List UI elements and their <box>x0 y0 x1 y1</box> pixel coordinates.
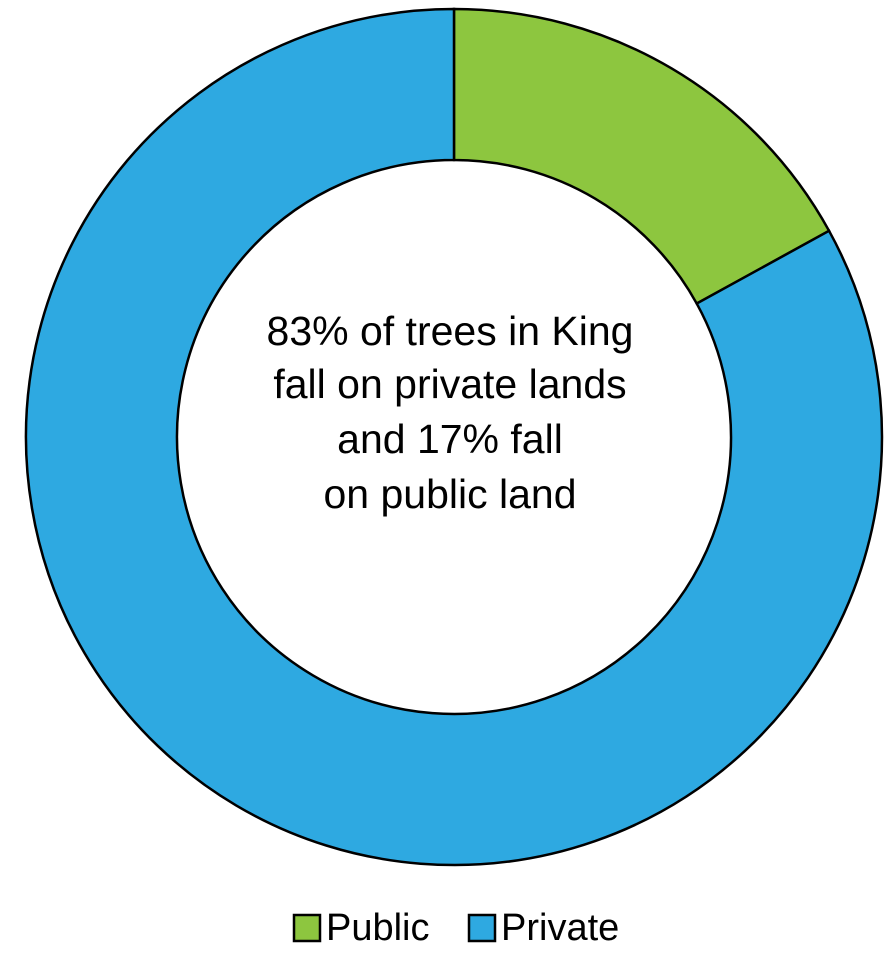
legend-item-private: Private <box>467 907 619 949</box>
center-annotation-line-3: and 17% fall <box>337 416 563 462</box>
center-annotation-line-1: 83% of trees in King <box>267 308 634 354</box>
slice-public <box>452 7 831 306</box>
center-annotation-line-4: on public land <box>323 471 576 517</box>
legend-swatch-public <box>292 913 322 943</box>
slice-private <box>24 7 884 867</box>
center-annotation-line-2: fall on private lands <box>273 361 626 407</box>
legend-swatch-private <box>467 913 497 943</box>
donut-slices <box>24 7 884 867</box>
legend-label-private: Private <box>501 907 619 949</box>
legend-item-public: Public <box>292 907 430 949</box>
legend-label-public: Public <box>326 907 430 949</box>
legend: Public Private <box>292 907 619 949</box>
center-annotation: 83% of trees in King fall on private lan… <box>267 308 634 517</box>
